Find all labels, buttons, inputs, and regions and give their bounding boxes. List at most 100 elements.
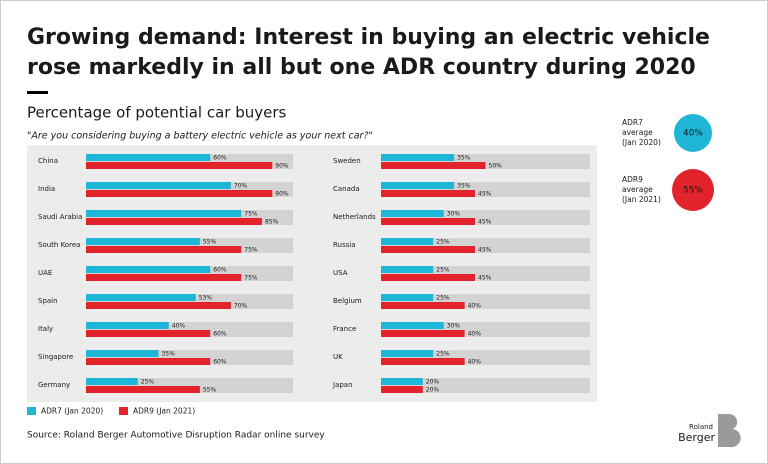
value-label: 25% <box>436 351 450 358</box>
category-label: Canada <box>333 185 360 193</box>
bar <box>86 238 200 245</box>
value-label: 55% <box>203 239 217 246</box>
value-label: 75% <box>244 211 258 218</box>
category-label: Singapore <box>38 353 73 361</box>
bar <box>381 190 476 197</box>
bar <box>86 386 200 393</box>
brand: Berger <box>678 431 715 444</box>
bar <box>381 322 444 329</box>
value-label: 35% <box>161 351 175 358</box>
bar <box>86 322 169 329</box>
value-label: 90% <box>275 163 289 170</box>
category-label: Saudi Arabia <box>38 213 82 221</box>
bar <box>86 358 211 365</box>
category-label: Russia <box>333 241 356 249</box>
legend-label: ADR9 (Jan 2021) <box>133 407 195 416</box>
value-label: 60% <box>213 359 227 366</box>
value-label: 75% <box>244 247 258 254</box>
value-label: 60% <box>213 267 227 274</box>
value-label: 20% <box>426 379 440 386</box>
bar <box>86 274 242 281</box>
average-label: (Jan 2021) <box>622 195 661 204</box>
average-label: ADR9 <box>622 175 643 184</box>
value-label: 53% <box>199 295 213 302</box>
value-label: 55% <box>203 387 217 394</box>
bar <box>381 210 444 217</box>
value-label: 45% <box>478 191 492 198</box>
category-label: China <box>38 157 58 165</box>
value-label: 20% <box>426 387 440 394</box>
category-label: Netherlands <box>333 213 376 221</box>
bar <box>86 246 242 253</box>
bar-track <box>381 378 590 393</box>
category-label: South Korea <box>38 241 80 249</box>
bar <box>86 218 262 225</box>
value-label: 25% <box>436 295 450 302</box>
logo <box>718 414 741 448</box>
legend-swatch <box>119 407 128 415</box>
average-value: 55% <box>683 186 703 196</box>
average-label: ADR7 <box>622 118 643 127</box>
bar <box>86 190 273 197</box>
category-label: Japan <box>332 381 353 389</box>
bar <box>381 386 423 393</box>
bar <box>381 358 465 365</box>
brand: Roland <box>689 423 713 431</box>
bar <box>86 154 211 161</box>
value-label: 45% <box>478 219 492 226</box>
bar <box>86 210 242 217</box>
bar <box>381 302 465 309</box>
bar <box>381 238 434 245</box>
bar <box>381 246 476 253</box>
bar <box>381 266 434 273</box>
value-label: 75% <box>244 275 258 282</box>
value-label: 40% <box>468 359 482 366</box>
value-label: 40% <box>172 323 186 330</box>
bar <box>381 274 476 281</box>
bar <box>86 350 159 357</box>
value-label: 85% <box>265 219 279 226</box>
average-circle <box>672 169 714 211</box>
bar <box>86 378 138 385</box>
category-label: Germany <box>38 381 70 389</box>
average-label: (Jan 2020) <box>622 138 661 147</box>
question: "Are you considering buying a battery el… <box>27 131 373 142</box>
value-label: 50% <box>489 163 503 170</box>
value-label: 45% <box>478 247 492 254</box>
title-line: Growing demand: Interest in buying an el… <box>27 25 710 50</box>
source: Source: Roland Berger Automotive Disrupt… <box>27 431 325 441</box>
bar <box>381 182 455 189</box>
average-label: average <box>622 185 653 194</box>
average-label: average <box>622 128 653 137</box>
bar <box>381 294 434 301</box>
bar <box>381 154 455 161</box>
value-label: 25% <box>436 267 450 274</box>
bar <box>86 162 273 169</box>
category-label: Sweden <box>333 157 361 165</box>
bar <box>381 218 476 225</box>
bar <box>381 378 423 385</box>
value-label: 35% <box>457 155 471 162</box>
bar <box>86 294 196 301</box>
bar <box>381 330 465 337</box>
value-label: 25% <box>436 239 450 246</box>
value-label: 70% <box>234 183 248 190</box>
value-label: 40% <box>468 303 482 310</box>
category-label: USA <box>333 269 348 277</box>
category-label: Italy <box>38 325 53 333</box>
average-value: 40% <box>683 129 703 139</box>
average-circle <box>674 114 712 152</box>
value-label: 30% <box>447 211 461 218</box>
category-label: India <box>38 185 55 193</box>
value-label: 60% <box>213 155 227 162</box>
subtitle: Percentage of potential car buyers <box>27 104 287 122</box>
legend-label: ADR7 (Jan 2020) <box>41 407 103 416</box>
value-label: 90% <box>275 191 289 198</box>
bar <box>381 162 486 169</box>
title-line: rose markedly in all but one ADR country… <box>27 55 696 80</box>
category-label: Belgium <box>333 297 362 305</box>
category-label: Spain <box>38 297 58 305</box>
bar <box>381 350 434 357</box>
category-label: UAE <box>38 269 52 277</box>
bar <box>86 330 211 337</box>
